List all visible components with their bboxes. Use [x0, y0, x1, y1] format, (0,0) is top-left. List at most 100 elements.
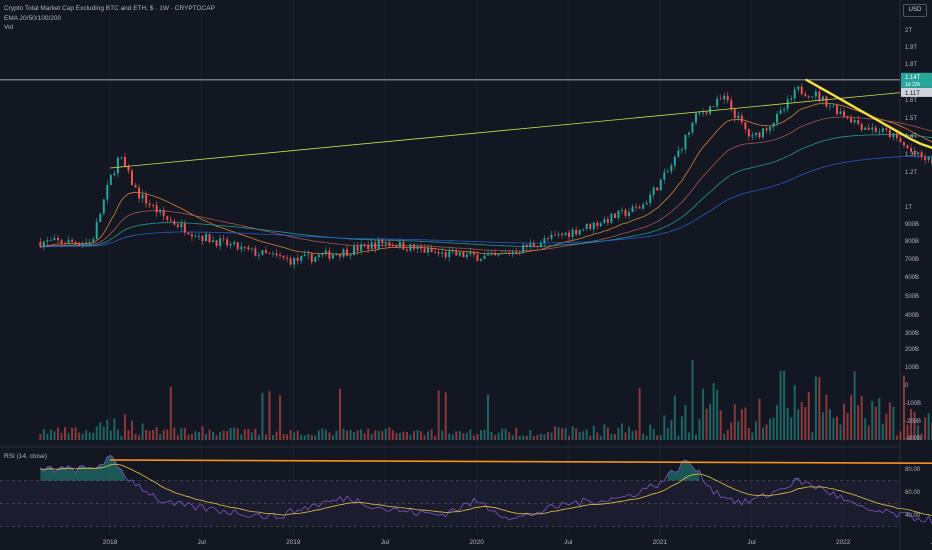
candle-body: [46, 240, 49, 242]
candle-body: [293, 257, 296, 265]
candle-body: [307, 254, 310, 255]
volume-bar: [617, 427, 620, 440]
volume-bar: [222, 430, 225, 440]
volume-bar: [127, 430, 130, 440]
candle-body: [497, 253, 500, 256]
last-price-badge: [901, 72, 932, 88]
volume-bar: [663, 415, 666, 440]
candle-body: [226, 239, 229, 246]
price-tick-label: 700B: [905, 257, 919, 263]
candle-body: [405, 249, 408, 251]
volume-bar: [754, 421, 757, 440]
volume-bar: [180, 428, 183, 440]
volume-bar: [571, 426, 574, 440]
candle-body: [328, 250, 331, 259]
candle-body: [543, 238, 546, 244]
x-tick-label: 2020: [469, 539, 484, 546]
volume-bar: [592, 425, 595, 440]
candle-body: [483, 255, 486, 260]
volume-bar: [712, 383, 715, 440]
candle-body: [254, 248, 257, 256]
candle-body: [409, 244, 412, 251]
volume-bar: [377, 430, 380, 440]
volume-tick-label: 100B: [905, 365, 919, 371]
volume-bar: [779, 370, 782, 440]
candle-body: [814, 91, 817, 97]
volume-bar: [553, 426, 556, 440]
candle-body: [416, 246, 419, 249]
volume-bar: [81, 433, 84, 440]
volume-bar: [296, 430, 299, 440]
candle-body: [758, 132, 761, 138]
volume-bar: [106, 419, 109, 440]
volume-bar: [388, 427, 391, 440]
volume-bar: [116, 429, 119, 440]
currency-button[interactable]: USD: [903, 4, 927, 17]
candle-body: [321, 253, 324, 255]
candle-body: [342, 249, 345, 257]
candle-body: [687, 132, 690, 135]
candle-body: [779, 110, 782, 114]
candle-body: [786, 99, 789, 109]
candle-body: [479, 259, 482, 261]
volume-bar: [881, 423, 884, 440]
candle-body: [208, 234, 211, 243]
volume-bar: [226, 430, 229, 440]
candle-body: [92, 239, 95, 242]
volume-bar: [109, 430, 112, 440]
candle-body: [723, 95, 726, 100]
candle-body: [536, 246, 539, 247]
candle-body: [677, 150, 680, 157]
candle-body: [427, 248, 430, 253]
volume-bar: [892, 406, 895, 440]
candle-body: [603, 219, 606, 224]
volume-bar: [120, 435, 123, 440]
ema-legend[interactable]: EMA 20/50/100/200: [4, 15, 62, 22]
volume-bar: [797, 409, 800, 440]
candle-body: [434, 251, 437, 253]
volume-bar: [374, 430, 377, 440]
vol-legend[interactable]: Vol: [4, 24, 14, 31]
volume-bar: [391, 430, 394, 440]
candle-body: [783, 108, 786, 111]
volume-bar: [441, 430, 444, 440]
candle-body: [458, 252, 461, 256]
candle-body: [187, 232, 190, 235]
volume-bar: [416, 430, 419, 440]
candle-body: [183, 223, 186, 233]
volume-bar: [652, 429, 655, 440]
candle-body: [180, 223, 183, 228]
volume-bar: [208, 429, 211, 440]
volume-bar: [772, 417, 775, 440]
candle-body: [300, 256, 303, 261]
volume-bar: [776, 405, 779, 440]
volume-bar: [240, 434, 243, 440]
rsi-legend[interactable]: RSI (14, close): [4, 453, 47, 460]
candle-body: [793, 89, 796, 99]
candle-body: [113, 173, 116, 176]
candle-body: [694, 113, 697, 123]
candle-body: [296, 257, 299, 261]
volume-bar: [95, 426, 98, 440]
volume-bar: [360, 429, 363, 440]
rsi-tick-label: 40.00: [905, 513, 921, 519]
price-tick-label: 1.8T: [905, 62, 917, 68]
volume-bar: [927, 413, 930, 440]
volume-bar: [437, 390, 440, 440]
candle-body: [166, 216, 169, 220]
volume-bar: [317, 430, 320, 440]
candle-body: [740, 115, 743, 123]
candle-body: [515, 251, 518, 254]
candle-body: [197, 235, 200, 237]
volume-bar: [335, 430, 338, 440]
volume-bar: [613, 434, 616, 440]
candle-body: [205, 234, 208, 242]
candle-body: [88, 241, 91, 243]
candle-body: [613, 213, 616, 218]
volume-bar: [123, 414, 126, 440]
candle-body: [194, 236, 197, 238]
volume-bar: [370, 433, 373, 440]
volume-bar: [74, 427, 77, 440]
volume-bar: [236, 428, 239, 440]
